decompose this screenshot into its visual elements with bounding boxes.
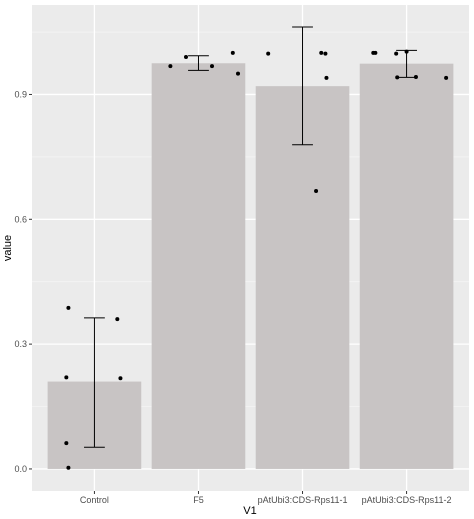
data-point-3-4 — [323, 51, 328, 56]
data-point-3-3 — [319, 50, 324, 55]
error-bar-2 — [188, 55, 209, 71]
data-point-4-3 — [394, 51, 399, 56]
data-point-1-5 — [115, 317, 120, 322]
error-bars — [84, 26, 417, 448]
bar-2 — [151, 63, 246, 469]
data-point-4-7 — [444, 75, 449, 80]
bars — [47, 63, 454, 469]
y-axis-title: value — [2, 235, 14, 261]
data-point-4-4 — [404, 49, 409, 54]
error-bar-1 — [84, 317, 105, 448]
data-point-1-3 — [64, 441, 69, 446]
data-point-4-5 — [395, 75, 400, 80]
x-tick-label: pAtUbi3:CDS-Rps11-2 — [362, 495, 452, 505]
data-point-2-5 — [236, 71, 241, 76]
error-bar-3 — [292, 26, 313, 146]
data-point-1-6 — [118, 376, 123, 381]
data-point-4-2 — [373, 50, 378, 55]
y-tick-label: 0.9 — [14, 89, 27, 99]
data-point-2-2 — [183, 55, 188, 60]
y-tick-label: 0.0 — [14, 464, 27, 474]
x-axis-title: V1 — [243, 505, 256, 517]
data-point-4-6 — [413, 74, 418, 79]
data-point-1-2 — [64, 375, 69, 380]
data-points — [64, 49, 449, 470]
x-tick-label: F5 — [193, 495, 204, 505]
data-point-2-3 — [210, 64, 215, 69]
data-point-2-4 — [230, 50, 235, 55]
bar-4 — [359, 63, 454, 469]
bar-3 — [255, 86, 350, 469]
data-point-3-1 — [266, 51, 271, 56]
data-point-1-1 — [66, 305, 71, 310]
x-tick-label: Control — [80, 495, 109, 505]
data-point-1-4 — [66, 465, 71, 470]
x-axis: Control F5 pAtUbi3:CDS-Rps11-1 pAtUbi3:CDS-… — [80, 491, 452, 505]
data-point-3-5 — [324, 75, 329, 80]
y-tick-label: 0.6 — [14, 214, 27, 224]
y-tick-label: 0.3 — [14, 339, 27, 349]
data-point-2-1 — [168, 64, 173, 69]
x-tick-label: pAtUbi3:CDS-Rps11-1 — [258, 495, 348, 505]
y-axis: 0.0 0.3 0.6 0.9 — [14, 89, 32, 474]
data-point-3-2 — [314, 188, 319, 193]
